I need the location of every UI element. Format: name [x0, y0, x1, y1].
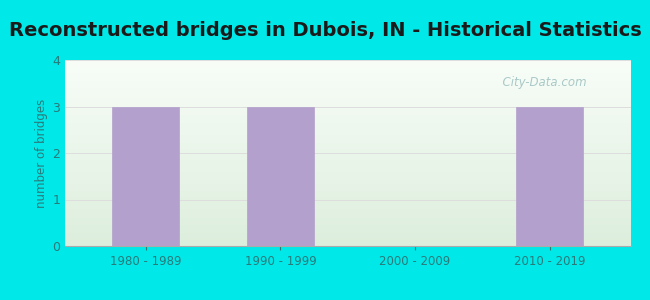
Bar	[247, 106, 314, 246]
Bar	[112, 106, 179, 246]
Y-axis label: number of bridges: number of bridges	[35, 98, 48, 208]
Text: Reconstructed bridges in Dubois, IN - Historical Statistics: Reconstructed bridges in Dubois, IN - Hi…	[8, 21, 642, 40]
Bar	[516, 106, 583, 246]
Text: City-Data.com: City-Data.com	[495, 76, 586, 89]
